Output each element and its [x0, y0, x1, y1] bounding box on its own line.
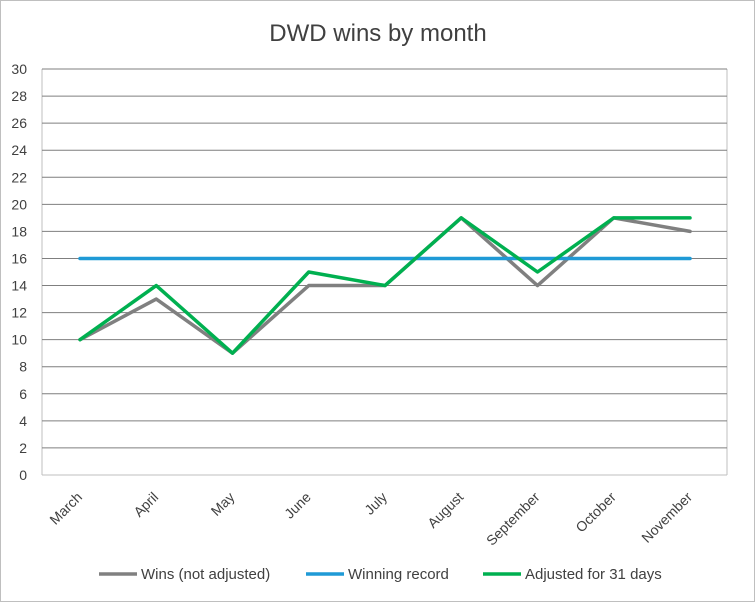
- y-tick-label: 14: [11, 278, 27, 294]
- x-tick-label: April: [130, 489, 161, 520]
- legend-label: Wins (not adjusted): [141, 566, 270, 583]
- x-tick-label: May: [208, 489, 238, 519]
- x-tick-label: March: [46, 489, 85, 528]
- y-tick-label: 20: [11, 196, 27, 212]
- x-tick-label: November: [638, 489, 695, 546]
- y-tick-label: 22: [11, 169, 27, 185]
- y-tick-label: 26: [11, 115, 27, 131]
- legend-label: Adjusted for 31 days: [525, 566, 662, 583]
- y-tick-label: 4: [19, 413, 27, 429]
- y-tick-label: 8: [19, 359, 27, 375]
- y-tick-label: 10: [11, 332, 27, 348]
- y-tick-label: 30: [11, 61, 27, 77]
- y-tick-label: 18: [11, 223, 27, 239]
- x-tick-label: July: [361, 489, 390, 518]
- y-tick-label: 0: [19, 467, 27, 483]
- y-tick-label: 24: [11, 142, 27, 158]
- y-tick-label: 2: [19, 440, 27, 456]
- y-tick-label: 16: [11, 250, 27, 266]
- legend-label: Winning record: [348, 566, 449, 583]
- series-line: [78, 216, 692, 355]
- chart-title: DWD wins by month: [269, 20, 486, 47]
- x-tick-label: August: [424, 489, 466, 531]
- y-tick-label: 28: [11, 88, 27, 104]
- y-tick-label: 12: [11, 305, 27, 321]
- x-tick-label: September: [483, 489, 543, 549]
- x-tick-label: June: [281, 489, 314, 522]
- x-tick-label: October: [572, 489, 619, 536]
- y-tick-label: 6: [19, 386, 27, 402]
